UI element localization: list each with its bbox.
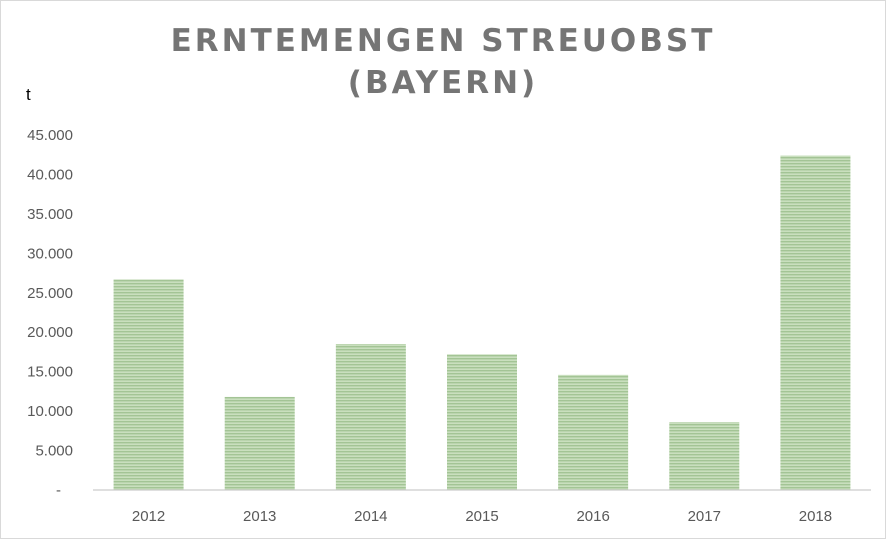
x-tick-label: 2018 (799, 508, 832, 525)
y-tick-label: - (56, 482, 61, 499)
y-tick-label: 10.000 (27, 403, 73, 420)
x-tick-label: 2017 (688, 508, 721, 525)
y-tick-label: 15.000 (27, 364, 73, 381)
bar-2016 (558, 374, 629, 490)
chart-title-line-2: (BAYERN) (347, 65, 539, 101)
x-tick-label: 2015 (465, 508, 498, 525)
y-tick-label: 25.000 (27, 285, 73, 302)
x-tick-label: 2016 (576, 508, 609, 525)
y-tick-label: 35.000 (27, 206, 73, 223)
y-tick-label: 45.000 (27, 127, 73, 144)
y-axis-unit-label: t (26, 85, 31, 104)
chart-title-line-1: ERNTEMENGEN STREUOBST (170, 23, 716, 59)
x-tick-label: 2013 (243, 508, 276, 525)
bar-2018 (780, 155, 851, 490)
y-tick-label: 20.000 (27, 324, 73, 341)
bar-2012 (113, 279, 184, 490)
x-tick-label: 2012 (132, 508, 165, 525)
x-tick-label: 2014 (354, 508, 387, 525)
y-tick-label: 40.000 (27, 166, 73, 183)
bar-2015 (447, 354, 517, 490)
bar-2014 (335, 344, 406, 490)
y-tick-label: 5.000 (35, 443, 73, 460)
bar-2017 (669, 422, 740, 490)
bar-2013 (224, 396, 295, 490)
y-tick-label: 30.000 (27, 245, 73, 262)
